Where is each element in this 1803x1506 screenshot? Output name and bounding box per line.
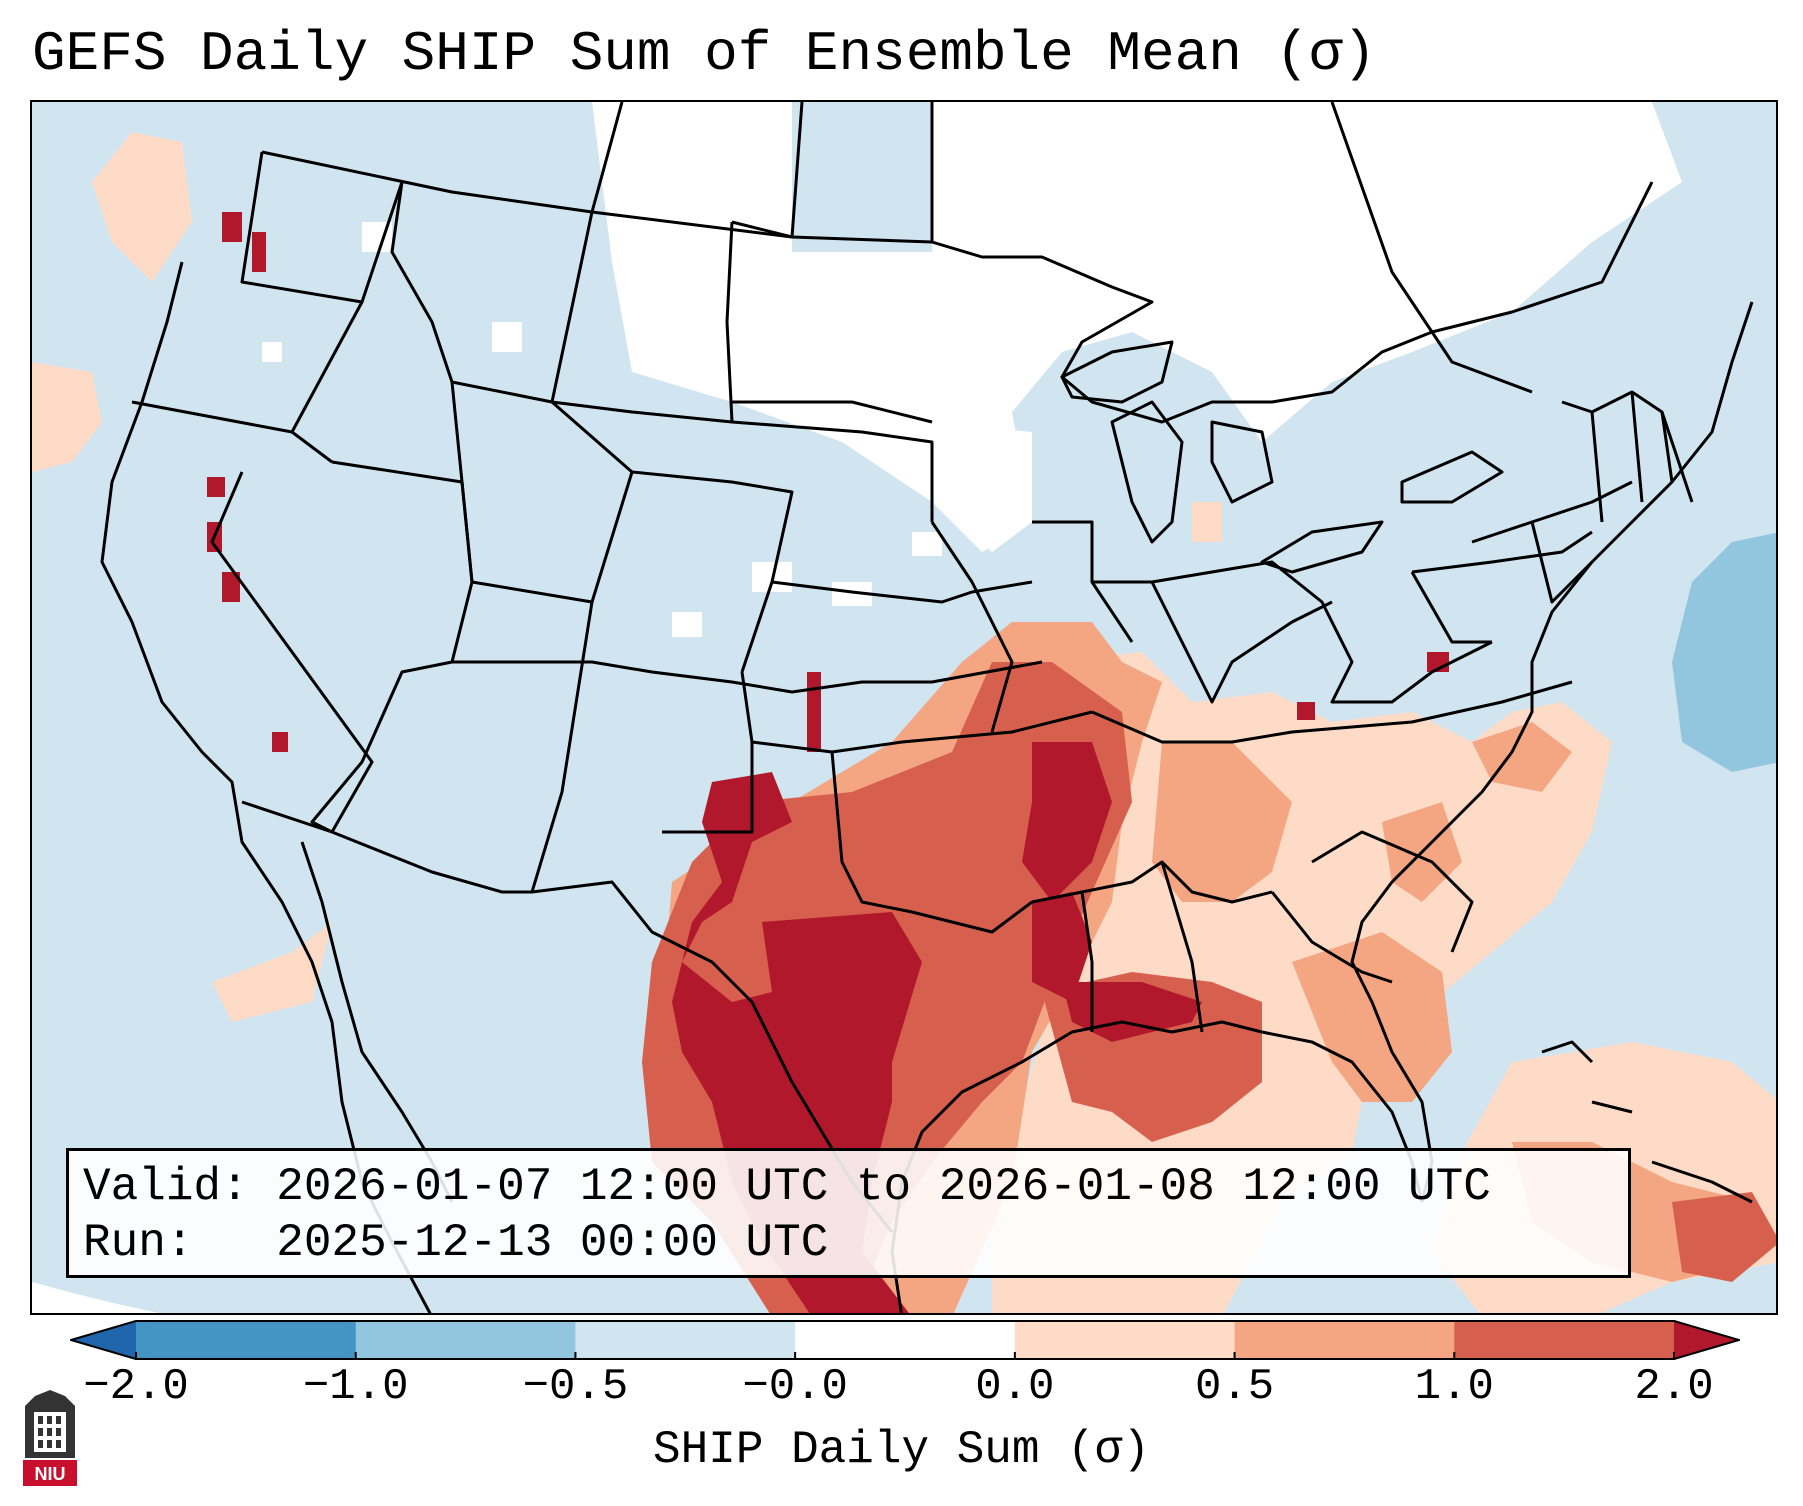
colorbar-label: SHIP Daily Sum (σ) xyxy=(653,1424,1150,1476)
colorbar-tick-label: 0.5 xyxy=(1194,1362,1275,1412)
west-coast xyxy=(100,261,432,1313)
page-title: GEFS Daily SHIP Sum of Ensemble Mean (σ) xyxy=(32,22,1377,86)
map-panel xyxy=(30,100,1778,1315)
colorbar-bin xyxy=(1454,1320,1675,1360)
neutral-zones xyxy=(262,102,1682,637)
colorbar-bin xyxy=(1234,1320,1455,1360)
us-mexico-border xyxy=(241,800,894,1233)
colorbar-tick-label: −0.5 xyxy=(522,1362,629,1412)
valid-label: Valid: xyxy=(83,1161,249,1213)
run-value: 2025-12-13 00:00 UTC xyxy=(276,1217,829,1269)
run-label: Run: xyxy=(83,1217,194,1269)
negative-anomaly-atlantic xyxy=(1672,532,1776,772)
colorbar-extend-high xyxy=(1674,1320,1740,1360)
valid-value: 2026-01-07 12:00 UTC to 2026-01-08 12:00… xyxy=(276,1161,1491,1213)
colorbar-extend-low xyxy=(70,1320,136,1360)
colorbar xyxy=(70,1320,1740,1360)
colorbar-tick-label: 2.0 xyxy=(1634,1362,1714,1412)
colorbar-tick-label: 0.0 xyxy=(975,1362,1055,1412)
colorbar-bin xyxy=(1014,1320,1236,1360)
niu-logo: NIU xyxy=(23,1390,77,1486)
colorbar-tick-label: −0.0 xyxy=(742,1362,848,1412)
colorbar-tick-label: −2.0 xyxy=(83,1362,189,1412)
ship-map xyxy=(32,102,1776,1313)
colorbar-tick-label: 1.0 xyxy=(1414,1362,1494,1412)
colorbar-bin xyxy=(575,1320,796,1360)
colorbar-bin xyxy=(136,1320,357,1360)
projection-edge xyxy=(32,1282,160,1313)
colorbar-bin xyxy=(795,1320,1016,1360)
niu-logo-text: NIU xyxy=(35,1464,66,1484)
validity-info-box: Valid: 2026-01-07 12:00 UTC to 2026-01-0… xyxy=(66,1148,1631,1278)
colorbar-bin xyxy=(355,1320,576,1360)
boundaries xyxy=(100,102,1754,1313)
great-lakes xyxy=(1060,340,1174,404)
east-coast xyxy=(1350,301,1754,1203)
colorbar-tick-label: −1.0 xyxy=(302,1362,409,1412)
